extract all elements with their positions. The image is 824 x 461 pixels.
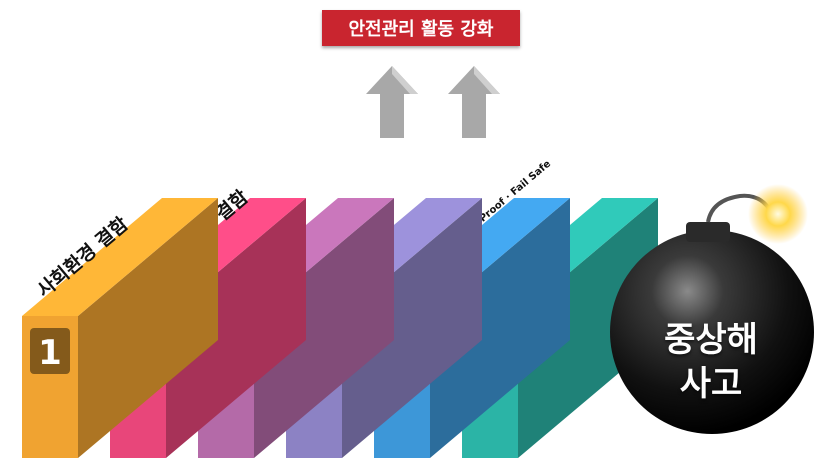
- slab-side-face: [342, 198, 482, 458]
- slab-top-face: [22, 198, 218, 316]
- up-arrow-icon: [366, 66, 418, 138]
- slab-side-face: [254, 198, 394, 458]
- slab-side-face: [518, 198, 658, 458]
- up-arrow-icon: [448, 66, 500, 138]
- slab-number: 1: [38, 333, 62, 373]
- slab-side-face: [78, 198, 218, 458]
- slab-number-badge: [30, 328, 70, 374]
- bomb-label: 중상해 사고: [636, 318, 786, 406]
- slab-side-face: [430, 198, 570, 458]
- banner-title: 안전관리 활동 강화: [322, 10, 520, 46]
- bomb-label-line2: 사고: [679, 364, 743, 404]
- bomb-label-line1: 중상해: [664, 320, 758, 360]
- slab-side-face: [166, 198, 306, 458]
